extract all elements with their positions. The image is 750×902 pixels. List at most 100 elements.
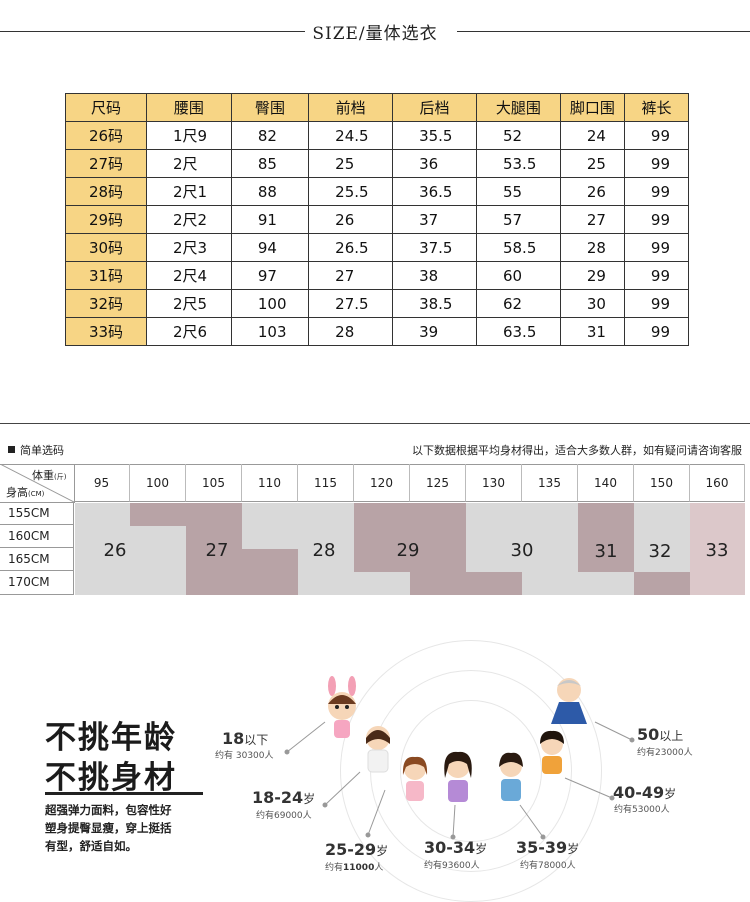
table-row: 31码 2尺4 97 27 38 60 29 99 (65, 261, 690, 290)
table-cell: 29码 (65, 205, 147, 234)
table-cell: 82 (230, 121, 310, 150)
size-label-29: 29 (396, 540, 420, 561)
table-cell: 2尺5 (146, 289, 232, 318)
size-region-32 (634, 503, 690, 572)
table-cell: 55 (475, 177, 561, 206)
table-cell: 37 (392, 205, 477, 234)
col-header-hip: 臀围 (230, 93, 310, 122)
size-region-27 (242, 549, 298, 595)
table-row: 32码 2尺5 100 27.5 38.5 62 30 99 (65, 289, 690, 318)
table-cell: 35.5 (392, 121, 477, 150)
age-count-30-34: 约有93600人 (424, 861, 480, 871)
table-cell: 26 (559, 177, 625, 206)
table-cell: 63.5 (475, 317, 561, 346)
table-row: 29码 2尺2 91 26 37 57 27 99 (65, 205, 690, 234)
table-cell: 52 (475, 121, 561, 150)
weight-header-cell: 95 (74, 464, 130, 502)
age-group-18-24: 18-24岁 (252, 788, 316, 807)
headline-body: 不挑身材 (45, 760, 177, 796)
section-divider (0, 423, 750, 424)
age-connector-lines (284, 721, 635, 840)
table-cell: 31码 (65, 261, 147, 290)
size-region-29 (354, 503, 466, 572)
age-group-under18: 18以下 (222, 729, 269, 748)
age-count-35-39: 约有78000人 (520, 861, 576, 871)
size-label-31: 31 (594, 541, 618, 562)
table-cell: 60 (475, 261, 561, 290)
table-row: 27码 2尺 85 25 36 53.5 25 99 (65, 149, 690, 178)
size-selection-grid: 体重(斤) 身高(CM) 95 100 105 110 115 120 125 … (0, 464, 745, 595)
mature-woman-avatar (499, 752, 523, 801)
grid-top-rule (0, 464, 745, 465)
weight-header-cell: 150 (634, 464, 690, 502)
age-group-25-29: 25-29岁 (325, 840, 389, 859)
table-cell: 62 (475, 289, 561, 318)
weight-header-cell: 120 (354, 464, 410, 502)
age-group-30-34: 30-34岁 (424, 838, 488, 857)
table-cell: 57 (475, 205, 561, 234)
age-count-18-24: 约有69000人 (256, 811, 312, 821)
table-cell: 53.5 (475, 149, 561, 178)
weight-header-cell: 135 (522, 464, 578, 502)
height-row-header: 155CM (0, 502, 74, 525)
col-header-thigh: 大腿围 (475, 93, 561, 122)
size-region-27 (186, 526, 242, 595)
table-row: 26码 1尺9 82 24.5 35.5 52 24 99 (65, 121, 690, 150)
table-cell: 24 (559, 121, 625, 150)
table-cell: 25 (559, 149, 625, 178)
col-header-length: 裤长 (623, 93, 690, 122)
table-cell: 99 (623, 177, 690, 206)
table-cell: 2尺1 (146, 177, 232, 206)
size-region-26 (130, 526, 186, 595)
age-count-25-29: 约有11000人 (325, 863, 384, 873)
table-cell: 31 (559, 317, 625, 346)
woman-avatar (444, 751, 472, 802)
weight-header-cell: 130 (466, 464, 522, 502)
headline-age: 不挑年龄 (45, 720, 177, 756)
diagonal-line-icon (0, 464, 74, 502)
height-row-header: 160CM (0, 525, 74, 548)
table-cell: 27 (559, 205, 625, 234)
table-cell: 25.5 (308, 177, 394, 206)
weight-header-cell: 140 (578, 464, 634, 502)
table-cell: 30 (559, 289, 625, 318)
table-cell: 99 (623, 149, 690, 178)
table-cell: 28 (308, 317, 394, 346)
col-header-front-rise: 前档 (308, 93, 394, 122)
table-cell: 2尺6 (146, 317, 232, 346)
table-cell: 38.5 (392, 289, 477, 318)
table-cell: 100 (230, 289, 310, 318)
size-region-28 (298, 549, 354, 595)
table-cell: 36.5 (392, 177, 477, 206)
table-cell: 26.5 (308, 233, 394, 262)
weight-header-cell: 100 (130, 464, 186, 502)
size-region-28 (242, 503, 354, 549)
table-cell: 2尺4 (146, 261, 232, 290)
table-cell: 28码 (65, 177, 147, 206)
table-cell: 99 (623, 289, 690, 318)
table-cell: 29 (559, 261, 625, 290)
table-cell: 2尺3 (146, 233, 232, 262)
table-cell: 39 (392, 317, 477, 346)
size-label-27: 27 (205, 540, 229, 561)
table-cell: 97 (230, 261, 310, 290)
weight-header-cell: 105 (186, 464, 242, 502)
table-cell: 26码 (65, 121, 147, 150)
weight-axis-label: 体重(斤) (32, 469, 67, 482)
simple-chart-label: 简单选码 (8, 442, 64, 458)
child-girl-avatar (328, 676, 356, 738)
table-cell: 94 (230, 233, 310, 262)
size-region-27 (130, 503, 242, 526)
table-row: 30码 2尺3 94 26.5 37.5 58.5 28 99 (65, 233, 690, 262)
table-cell: 103 (230, 317, 310, 346)
weight-header-cell: 110 (242, 464, 298, 502)
age-count-under18: 约有 30300人 (215, 751, 274, 761)
table-cell: 27.5 (308, 289, 394, 318)
table-cell: 85 (230, 149, 310, 178)
table-cell: 88 (230, 177, 310, 206)
table-cell: 99 (623, 317, 690, 346)
headline-underline (45, 792, 203, 795)
height-row-header: 170CM (0, 571, 74, 595)
table-cell: 25 (308, 149, 394, 178)
slogan-line: 超强弹力面料，包容性好 (45, 803, 172, 817)
